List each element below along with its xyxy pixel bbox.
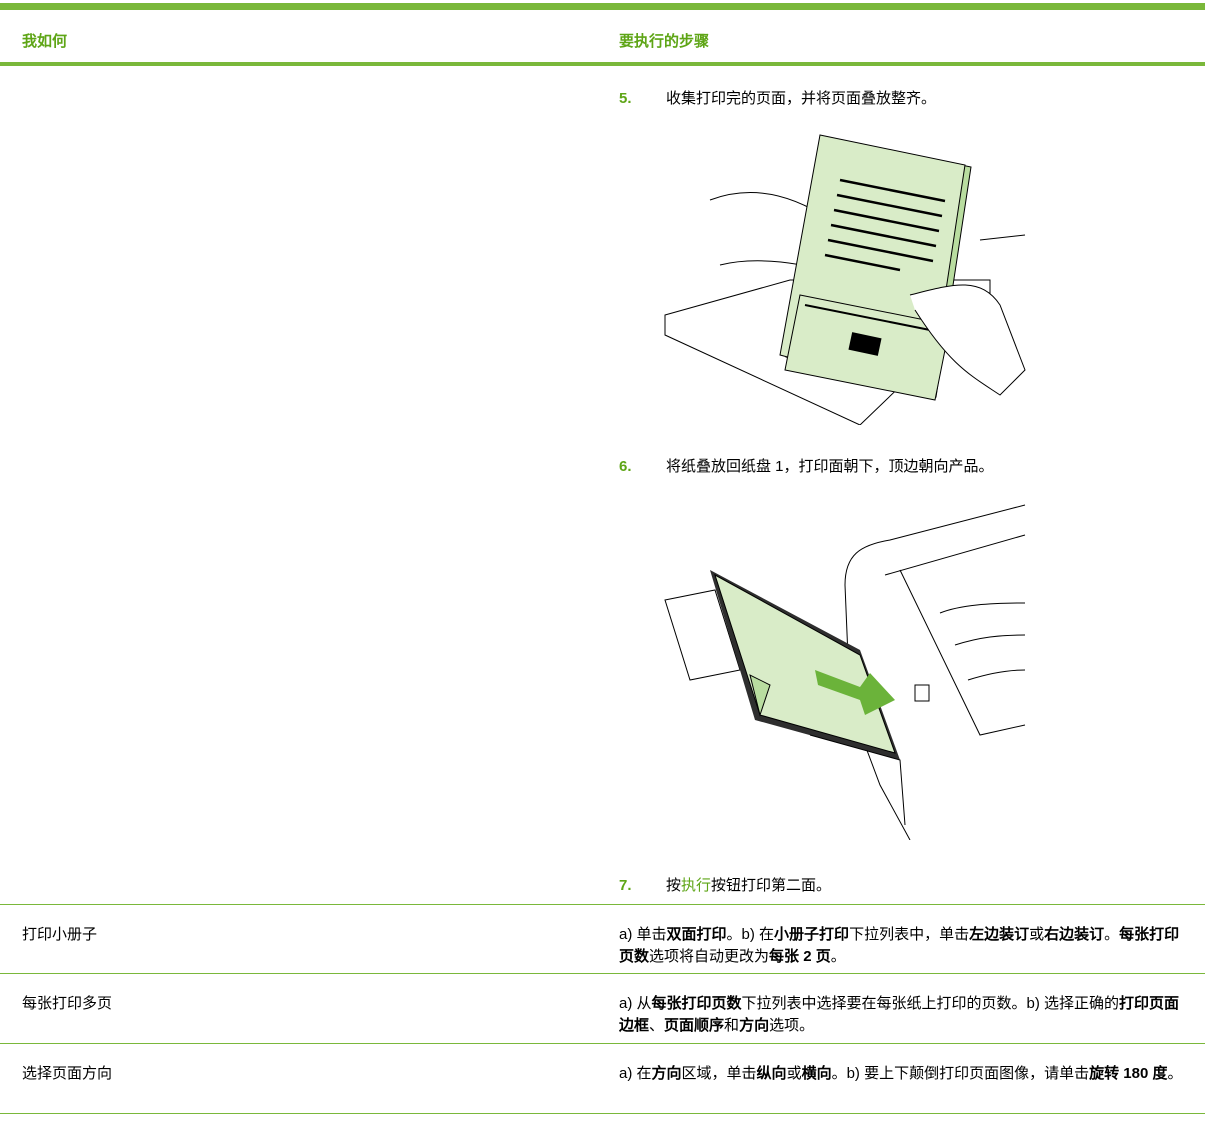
text-run: 双面打印 (666, 926, 727, 943)
text-run: a) 从 (619, 995, 652, 1012)
illustration-printer (664, 504, 1026, 840)
text-run: 打印页面边框 (619, 995, 1180, 1034)
header-col1: 我如何 (22, 33, 68, 50)
task: 选择页面方向 (22, 1065, 113, 1082)
steps-text: a) 在方向区域，单击纵向或横向。b) 要上下颠倒打印页面图像，请单击旋转 18… (619, 1063, 1194, 1085)
text-run: a) 在 (619, 1065, 652, 1082)
text-run: 下拉列表中，单击 (849, 926, 970, 943)
row-rule (0, 904, 1205, 905)
steps-text: a) 单击双面打印。b) 在小册子打印下拉列表中，单击左边装订或右边装订。每张打… (619, 924, 1194, 968)
text-run: 或 (786, 1065, 802, 1082)
text-run: 右边装订 (1044, 926, 1105, 943)
text-run: 每张 2 页 (769, 948, 831, 965)
text-run: 纵向 (756, 1065, 787, 1082)
text-run: 按钮打印第二面。 (711, 877, 832, 894)
step-text: 收集打印完的页面，并将页面叠放整齐。 (666, 88, 1186, 110)
illustration-stack (664, 134, 1026, 425)
row-rule (0, 1113, 1205, 1114)
task: 每张打印多页 (22, 995, 113, 1012)
text-run: 小册子打印 (774, 926, 850, 943)
header-col2: 要执行的步骤 (619, 33, 710, 50)
text-run: 和 (724, 1017, 740, 1034)
steps-text: a) 从每张打印页数下拉列表中选择要在每张纸上打印的页数。b) 选择正确的打印页… (619, 993, 1194, 1037)
text-run: 。 (1104, 926, 1120, 943)
text-run: 下拉列表中选择要在每张纸上打印的页数。b) 选择正确的 (741, 995, 1120, 1012)
link-text: 执行 (681, 877, 712, 894)
text-run: 或 (1029, 926, 1045, 943)
top-bar (0, 3, 1205, 10)
text-run: 页面顺序 (664, 1017, 725, 1034)
text-run: 。 (1167, 1065, 1183, 1082)
text-run: 横向 (801, 1065, 832, 1082)
step-number: 5. (619, 90, 632, 107)
text-run: 、 (649, 1017, 665, 1034)
text-run: 旋转 180 度 (1089, 1065, 1168, 1082)
text-run: 。b) 要上下颠倒打印页面图像，请单击 (831, 1065, 1090, 1082)
step-number: 7. (619, 877, 632, 894)
text-run: 左边装订 (969, 926, 1030, 943)
text-run: 方向 (651, 1065, 682, 1082)
text-run: 。 (830, 948, 846, 965)
text-run: a) 单击 (619, 926, 667, 943)
text-run: 每张打印页数 (651, 995, 742, 1012)
text-run: 将纸叠放回纸盘 1，打印面朝下，顶边朝向产品。 (666, 458, 994, 475)
text-run: 收集打印完的页面，并将页面叠放整齐。 (666, 90, 937, 107)
text-run: 按 (666, 877, 682, 894)
text-run: 选项。 (769, 1017, 815, 1034)
row-rule (0, 973, 1205, 974)
text-run: 区域，单击 (681, 1065, 757, 1082)
header-rule (0, 62, 1205, 66)
text-run: 方向 (739, 1017, 770, 1034)
task: 打印小册子 (22, 926, 98, 943)
text-run: 每张打印页数 (619, 926, 1180, 965)
row-rule (0, 1043, 1205, 1044)
step-text: 按执行按钮打印第二面。 (666, 875, 1186, 897)
step-number: 6. (619, 458, 632, 475)
text-run: 选项将自动更改为 (649, 948, 770, 965)
step-text: 将纸叠放回纸盘 1，打印面朝下，顶边朝向产品。 (666, 456, 1186, 478)
text-run: 。b) 在 (726, 926, 775, 943)
